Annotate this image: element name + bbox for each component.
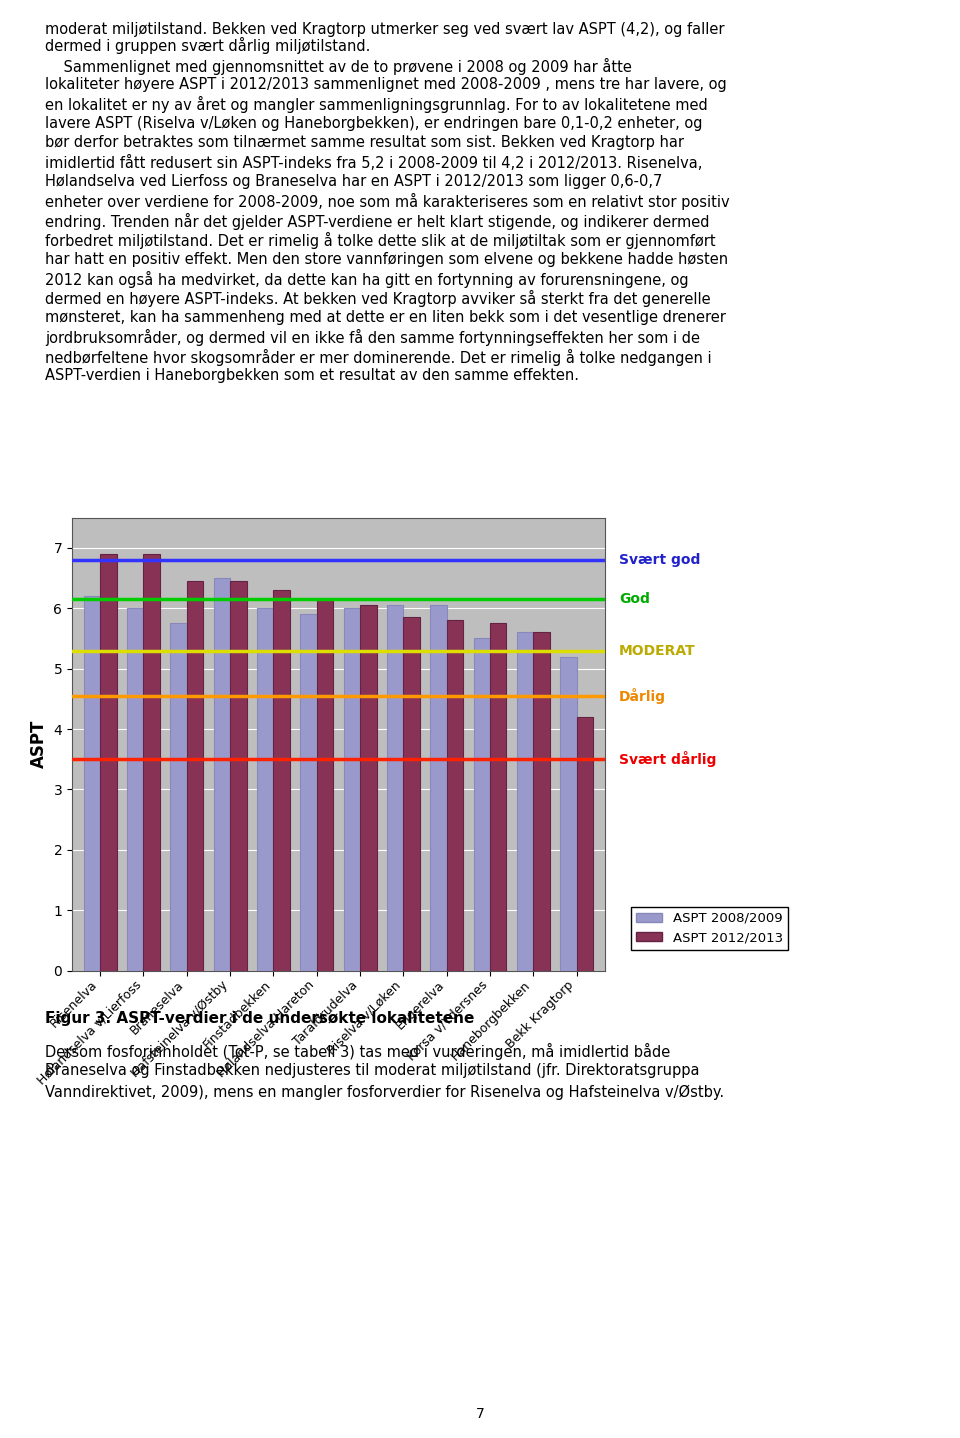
Text: MODERAT: MODERAT xyxy=(619,644,696,657)
Text: imidlertid fått redusert sin ASPT-indeks fra 5,2 i 2008-2009 til 4,2 i 2012/2013: imidlertid fått redusert sin ASPT-indeks… xyxy=(45,155,703,171)
Bar xyxy=(187,581,204,971)
Text: Svært god: Svært god xyxy=(619,554,701,567)
Bar xyxy=(170,624,187,971)
Bar xyxy=(127,608,143,971)
Bar xyxy=(534,633,550,971)
Text: Figur 3. ASPT-verdier i de undersøkte lokalitetene: Figur 3. ASPT-verdier i de undersøkte lo… xyxy=(45,1011,474,1025)
Text: nedbørfeltene hvor skogsområder er mer dominerende. Det er rimelig å tolke nedga: nedbørfeltene hvor skogsområder er mer d… xyxy=(45,349,711,365)
Text: 2012 kan også ha medvirket, da dette kan ha gitt en fortynning av forurensningen: 2012 kan også ha medvirket, da dette kan… xyxy=(45,272,688,288)
Bar xyxy=(257,608,274,971)
Text: Hølandselva ved Lierfoss og Braneselva har en ASPT i 2012/2013 som ligger 0,6-0,: Hølandselva ved Lierfoss og Braneselva h… xyxy=(45,174,662,188)
Bar xyxy=(300,614,317,971)
Text: en lokalitet er ny av året og mangler sammenligningsgrunnlag. For to av lokalite: en lokalitet er ny av året og mangler sa… xyxy=(45,96,708,114)
Text: God: God xyxy=(619,592,650,607)
Bar xyxy=(490,624,507,971)
Text: Sammenlignet med gjennomsnittet av de to prøvene i 2008 og 2009 har åtte: Sammenlignet med gjennomsnittet av de to… xyxy=(45,58,632,75)
Bar xyxy=(84,597,100,971)
Text: dermed i gruppen svært dårlig miljøtilstand.: dermed i gruppen svært dårlig miljøtilst… xyxy=(45,37,371,55)
Text: mønsteret, kan ha sammenheng med at dette er en liten bekk som i det vesentlige : mønsteret, kan ha sammenheng med at dett… xyxy=(45,311,726,325)
Text: dermed en høyere ASPT-indeks. At bekken ved Kragtorp avviker så sterkt fra det g: dermed en høyere ASPT-indeks. At bekken … xyxy=(45,290,710,308)
Bar xyxy=(274,590,290,971)
Bar xyxy=(214,578,230,971)
Text: endring. Trenden når det gjelder ASPT-verdiene er helt klart stigende, og indike: endring. Trenden når det gjelder ASPT-ve… xyxy=(45,213,709,230)
Bar xyxy=(387,605,403,971)
Bar xyxy=(430,605,446,971)
Text: bør derfor betraktes som tilnærmet samme resultat som sist. Bekken ved Kragtorp : bør derfor betraktes som tilnærmet samme… xyxy=(45,135,684,150)
Text: Vanndirektivet, 2009), mens en mangler fosforverdier for Risenelva og Hafsteinel: Vanndirektivet, 2009), mens en mangler f… xyxy=(45,1084,724,1100)
Bar xyxy=(473,638,490,971)
Text: lavere ASPT (Riselva v/Løken og Haneborgbekken), er endringen bare 0,1-0,2 enhet: lavere ASPT (Riselva v/Løken og Haneborg… xyxy=(45,116,703,131)
Bar xyxy=(360,605,376,971)
Y-axis label: ASPT: ASPT xyxy=(30,720,48,768)
Bar xyxy=(577,718,593,971)
Bar xyxy=(516,633,534,971)
Bar xyxy=(403,617,420,971)
Text: lokaliteter høyere ASPT i 2012/2013 sammenlignet med 2008-2009 , mens tre har la: lokaliteter høyere ASPT i 2012/2013 samm… xyxy=(45,76,727,92)
Text: har hatt en positiv effekt. Men den store vannføringen som elvene og bekkene had: har hatt en positiv effekt. Men den stor… xyxy=(45,252,729,266)
Bar xyxy=(143,554,160,971)
Bar xyxy=(317,600,333,971)
Text: Svært dårlig: Svært dårlig xyxy=(619,751,716,768)
Bar xyxy=(100,554,116,971)
Text: 7: 7 xyxy=(475,1406,485,1421)
Text: Braneselva og Finstadbekken nedjusteres til moderat miljøtilstand (jfr. Direktor: Braneselva og Finstadbekken nedjusteres … xyxy=(45,1064,700,1078)
Text: ASPT-verdien i Haneborgbekken som et resultat av den samme effekten.: ASPT-verdien i Haneborgbekken som et res… xyxy=(45,368,579,383)
Bar xyxy=(344,608,360,971)
Text: enheter over verdiene for 2008-2009, noe som må karakteriseres som en relativt s: enheter over verdiene for 2008-2009, noe… xyxy=(45,194,730,210)
Text: Dårlig: Dårlig xyxy=(619,687,666,703)
Text: forbedret miljøtilstand. Det er rimelig å tolke dette slik at de miljøtiltak som: forbedret miljøtilstand. Det er rimelig … xyxy=(45,233,716,249)
Text: jordbruksområder, og dermed vil en ikke få den samme fortynningseffekten her som: jordbruksområder, og dermed vil en ikke … xyxy=(45,329,700,347)
Text: moderat miljøtilstand. Bekken ved Kragtorp utmerker seg ved svært lav ASPT (4,2): moderat miljøtilstand. Bekken ved Kragto… xyxy=(45,22,725,36)
Text: Dersom fosforinnholdet (Tot-P, se tabell 3) tas med i vurderingen, må imidlertid: Dersom fosforinnholdet (Tot-P, se tabell… xyxy=(45,1043,670,1060)
Legend: ASPT 2008/2009, ASPT 2012/2013: ASPT 2008/2009, ASPT 2012/2013 xyxy=(631,906,788,949)
Bar xyxy=(561,657,577,971)
Bar xyxy=(446,620,463,971)
Bar xyxy=(230,581,247,971)
